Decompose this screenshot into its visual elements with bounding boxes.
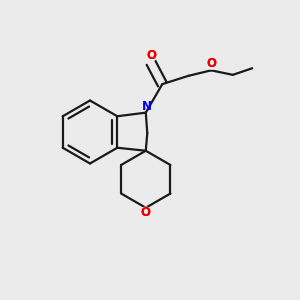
- Circle shape: [146, 50, 156, 61]
- Text: O: O: [207, 57, 217, 70]
- Text: O: O: [146, 50, 156, 62]
- Text: O: O: [141, 206, 151, 219]
- Circle shape: [206, 58, 217, 69]
- Text: O: O: [141, 206, 151, 219]
- Circle shape: [140, 207, 151, 218]
- Text: O: O: [146, 50, 156, 62]
- Text: O: O: [207, 57, 217, 70]
- Text: N: N: [142, 100, 152, 112]
